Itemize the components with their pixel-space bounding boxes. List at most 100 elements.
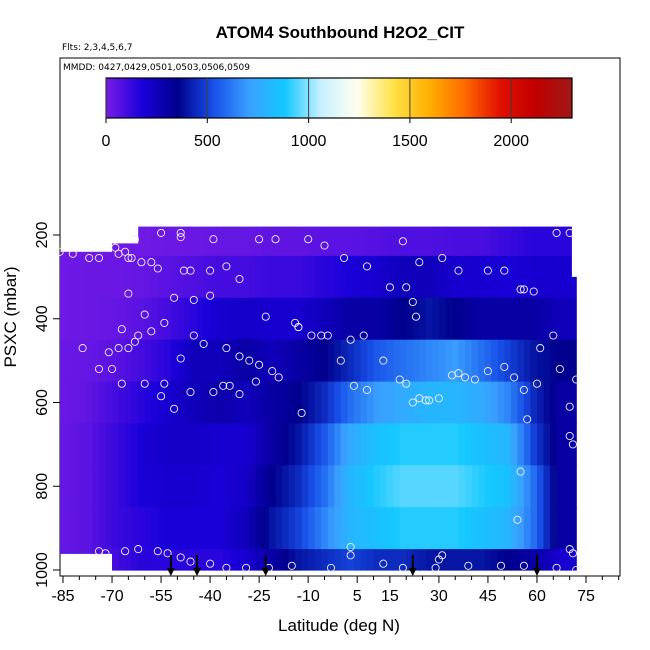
- heatmap-cell: [170, 339, 178, 383]
- y-axis-label: PSXC (mbar): [1, 266, 20, 367]
- heatmap-cell: [406, 297, 414, 341]
- heatmap-cell: [497, 297, 505, 341]
- heatmap-cell: [288, 297, 296, 341]
- heatmap-cell: [60, 255, 67, 299]
- heatmap-cell: [412, 226, 420, 257]
- x-tick-label: -55: [150, 588, 173, 605]
- observation-point: [130, 235, 139, 244]
- heatmap-cell: [458, 423, 466, 466]
- observation-point: [359, 331, 368, 340]
- x-tick-label: -70: [100, 588, 123, 605]
- observation-point: [483, 266, 492, 275]
- heatmap-cell: [340, 255, 348, 299]
- heatmap-cell: [566, 507, 572, 550]
- heatmap-cell: [321, 465, 329, 508]
- heatmap-cell: [203, 297, 211, 341]
- heatmap-cell: [210, 423, 218, 466]
- heatmap-cell: [360, 339, 368, 383]
- observation-point: [261, 312, 270, 321]
- observation-point: [565, 402, 574, 411]
- heatmap-cell: [255, 226, 263, 257]
- heatmap-cell: [517, 507, 525, 550]
- heatmap-cell: [386, 549, 394, 571]
- heatmap-cell: [465, 381, 473, 425]
- arrow-marker-head: [532, 568, 541, 576]
- heatmap-cell: [471, 297, 479, 341]
- heatmap-cell: [327, 423, 335, 466]
- heatmap-cell: [504, 465, 512, 508]
- observation-point: [179, 266, 188, 275]
- heatmap-cell: [164, 297, 172, 341]
- heatmap-cell: [425, 507, 433, 550]
- heatmap-cell: [510, 226, 518, 257]
- heatmap-cell: [530, 423, 538, 466]
- heatmap-cell: [66, 507, 74, 550]
- heatmap-cell: [60, 507, 67, 550]
- heatmap-cell: [471, 255, 479, 299]
- heatmap-cell: [314, 507, 322, 550]
- heatmap-cell: [79, 465, 87, 508]
- heatmap-cell: [452, 549, 460, 571]
- heatmap-cell: [197, 465, 205, 508]
- heatmap-cell: [497, 549, 505, 571]
- heatmap-cell: [249, 381, 257, 425]
- observation-point: [395, 375, 404, 384]
- heatmap-cell: [510, 423, 518, 466]
- heatmap-cell: [216, 381, 224, 425]
- heatmap-cell: [112, 297, 120, 341]
- heatmap-cell: [203, 465, 211, 508]
- heatmap-cell: [301, 297, 309, 341]
- heatmap-cell: [406, 507, 414, 550]
- heatmap-cell: [131, 465, 139, 508]
- heatmap-cell: [556, 255, 563, 299]
- heatmap-cell: [275, 297, 283, 341]
- observation-point: [268, 367, 277, 376]
- heatmap-cell: [543, 507, 551, 550]
- heatmap-cell: [458, 255, 466, 299]
- heatmap-cell: [164, 423, 172, 466]
- heatmap-cell: [210, 255, 218, 299]
- heatmap-cell: [223, 339, 231, 383]
- heatmap-cell: [118, 255, 126, 299]
- heatmap-cell: [380, 297, 388, 341]
- heatmap-cell: [561, 423, 567, 466]
- heatmap-cell: [432, 465, 440, 508]
- heatmap-cell: [242, 381, 250, 425]
- heatmap-cell: [242, 465, 250, 508]
- observation-point: [500, 266, 509, 275]
- heatmap-cell: [190, 226, 198, 257]
- observation-point: [379, 559, 388, 568]
- observation-point: [555, 364, 564, 374]
- heatmap-cell: [360, 423, 368, 466]
- heatmap-cell: [99, 465, 107, 508]
- heatmap-cell: [210, 549, 218, 571]
- heatmap-cell: [144, 465, 152, 508]
- heatmap-cell: [144, 507, 152, 550]
- heatmap-cell: [465, 226, 473, 257]
- heatmap-cell: [151, 465, 159, 508]
- heatmap-cell: [170, 381, 178, 425]
- heatmap-cell: [223, 255, 231, 299]
- heatmap-cell: [288, 255, 296, 299]
- heatmap-cell: [445, 297, 453, 341]
- heatmap-cell: [157, 423, 165, 466]
- heatmap-cell: [425, 339, 433, 383]
- observation-point: [147, 258, 156, 267]
- heatmap-cell: [491, 465, 499, 508]
- observation-point: [529, 287, 538, 296]
- heatmap-cell: [543, 423, 551, 466]
- observation-point: [94, 364, 104, 374]
- heatmap-cell: [419, 255, 427, 299]
- heatmap-cell: [386, 423, 394, 466]
- heatmap-cell: [478, 549, 486, 571]
- heatmap-cell: [380, 381, 388, 425]
- heatmap-cell: [60, 465, 67, 508]
- heatmap-cell: [334, 507, 342, 550]
- observation-point: [464, 561, 473, 570]
- heatmap-cell: [210, 381, 218, 425]
- heatmap-cell: [471, 465, 479, 508]
- heatmap-cell: [334, 297, 342, 341]
- heatmap-cell: [177, 381, 185, 425]
- heatmap-cell: [471, 381, 479, 425]
- arrow-markers: [166, 555, 541, 576]
